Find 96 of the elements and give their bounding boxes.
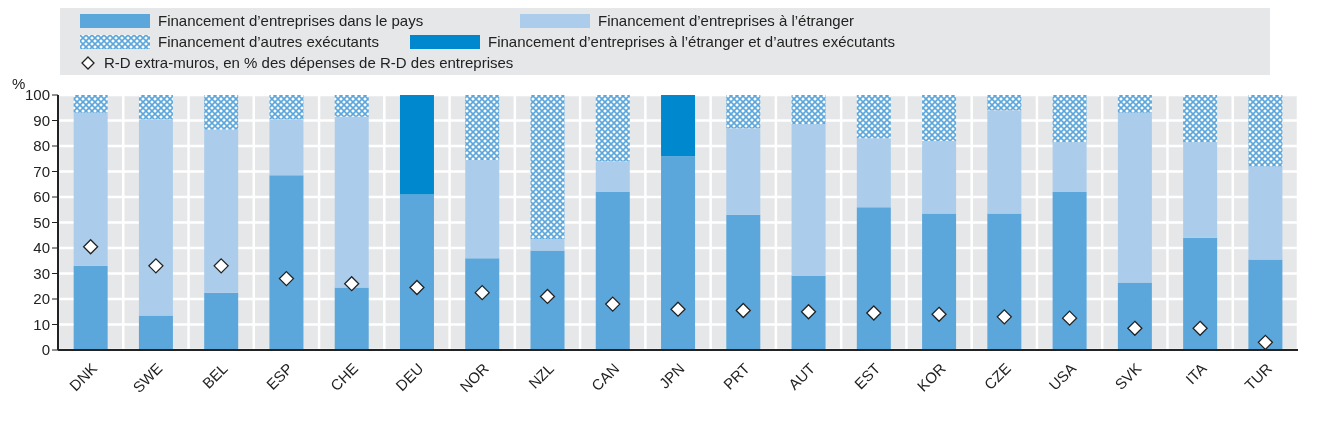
bar: [465, 258, 500, 350]
point: [1061, 310, 1078, 326]
legend-label: Financement d’entreprises à l’étranger et d’autres exécutants: [488, 33, 895, 50]
bar: [987, 110, 1022, 214]
point: [931, 306, 947, 322]
bar: [269, 119, 304, 176]
bar: [530, 239, 565, 251]
x-tick-label: NZL: [525, 359, 558, 392]
bar: [530, 250, 565, 350]
bar: [269, 175, 304, 350]
bar: [1248, 259, 1283, 350]
bar: [791, 95, 826, 125]
y-tick-label: 40: [33, 239, 50, 257]
point: [1257, 334, 1274, 350]
y-tick-label: 50: [33, 213, 50, 231]
bar: [856, 207, 891, 350]
bar: [1183, 142, 1218, 238]
bar: [204, 95, 239, 130]
point: [1192, 320, 1208, 336]
y-tick-label: 90: [33, 111, 50, 129]
bar: [269, 95, 304, 120]
point: [82, 239, 99, 255]
bar: [1117, 95, 1152, 113]
bar: [204, 129, 239, 293]
bar: [595, 191, 630, 350]
bar: [922, 213, 957, 350]
bar: [595, 95, 630, 162]
bar: [661, 95, 696, 157]
x-tick-label: BEL: [198, 359, 231, 392]
x-tick-label: TUR: [1241, 359, 1276, 394]
bar: [595, 161, 630, 192]
bar: [1052, 95, 1087, 143]
point: [278, 270, 295, 287]
legend-label: Financement d’entreprises à l’étranger: [598, 12, 854, 29]
point: [409, 279, 425, 296]
bar: [791, 276, 826, 350]
y-tick-label: 10: [33, 315, 50, 333]
bar: [987, 95, 1022, 111]
point: [866, 305, 882, 321]
point: [539, 288, 556, 305]
bar: [726, 214, 761, 350]
y-tick-label: 20: [33, 290, 50, 308]
bar: [1052, 142, 1087, 192]
legend-label: Financement d’entreprises dans le pays: [158, 12, 424, 29]
point: [996, 309, 1012, 325]
x-tick-label: USA: [1045, 359, 1080, 394]
bar: [530, 95, 565, 240]
bar: [661, 156, 696, 350]
bar: [73, 112, 108, 266]
bar: [465, 95, 500, 161]
point: [148, 258, 164, 274]
bar: [1117, 112, 1152, 283]
legend-label: R-D extra-muros, en % des dépenses de R-D des entreprises: [104, 54, 514, 71]
bar: [856, 138, 891, 208]
point: [605, 296, 621, 312]
bar: [73, 265, 108, 350]
point: [670, 301, 686, 317]
bar: [73, 95, 108, 113]
point: [474, 284, 490, 301]
bar: [1183, 95, 1218, 143]
bar: [922, 95, 957, 141]
point: [344, 276, 360, 292]
point: [1127, 320, 1143, 336]
bar: [399, 194, 434, 350]
bar: [138, 315, 173, 350]
y-tick-label: 100: [24, 86, 50, 104]
bar: [726, 128, 761, 215]
bar: [987, 213, 1022, 350]
bar: [465, 160, 500, 259]
bar: [138, 95, 173, 120]
y-tick-label: 60: [33, 188, 50, 206]
bar: [1183, 237, 1218, 350]
point: [800, 304, 817, 320]
y-tick-label: 80: [33, 137, 50, 155]
bar: [334, 116, 369, 288]
y-tick-label: 30: [33, 264, 50, 282]
x-tick-label: ITA: [1182, 359, 1210, 388]
bar: [1117, 282, 1152, 350]
bar: [856, 95, 891, 139]
bar: [334, 287, 369, 350]
bar: [334, 95, 369, 117]
bar: [1052, 191, 1087, 350]
y-tick-label: 0: [41, 341, 50, 359]
bar: [791, 124, 826, 277]
bar: [204, 292, 239, 350]
y-axis-title: %: [12, 75, 26, 92]
text: Financement d’autres exécutants: [158, 33, 379, 50]
bar: [399, 95, 434, 195]
bar: [1248, 95, 1283, 167]
bar: [922, 140, 957, 214]
bar: [138, 119, 173, 316]
point: [735, 302, 751, 319]
y-tick-label: 70: [33, 162, 50, 180]
bar: [726, 95, 761, 129]
point: [213, 258, 229, 274]
bar: [1248, 166, 1283, 260]
